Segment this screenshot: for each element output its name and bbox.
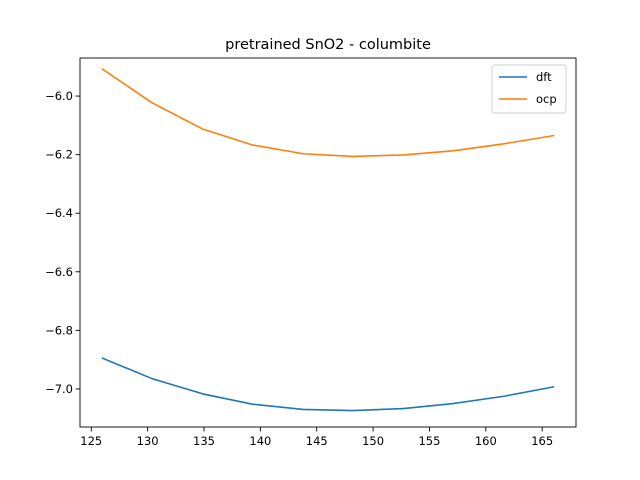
- y-tick-label: −6.2: [45, 148, 73, 162]
- plot-area: 125 130 135 140 145 150 155 160 165 −7.0 −6.8 −6.6 −…: [45, 57, 577, 448]
- y-tick-label: −7.0: [45, 382, 73, 396]
- x-tick-label: 130: [137, 434, 159, 448]
- y-tick-label: −6.0: [45, 89, 73, 103]
- x-tick-label: 140: [249, 434, 271, 448]
- x-tick-label: 160: [475, 434, 497, 448]
- chart-title: pretrained SnO2 - columbite: [225, 37, 431, 53]
- y-tick-label: −6.8: [45, 323, 73, 337]
- y-tick-label: −6.4: [45, 206, 73, 220]
- x-tick-label: 125: [80, 434, 102, 448]
- legend-label-ocp: ocp: [536, 92, 557, 106]
- x-tick-label: 150: [362, 434, 384, 448]
- series-line-dft: [101, 357, 555, 412]
- series-line-ocp: [101, 68, 555, 158]
- x-tick-label: 145: [306, 434, 328, 448]
- axes-frame: [79, 57, 577, 428]
- x-tick-label: 165: [531, 434, 553, 448]
- y-tick-label: −6.6: [45, 265, 73, 279]
- legend-label-dft: dft: [536, 70, 552, 84]
- x-tick-label: 135: [193, 434, 215, 448]
- x-tick-label: 155: [418, 434, 440, 448]
